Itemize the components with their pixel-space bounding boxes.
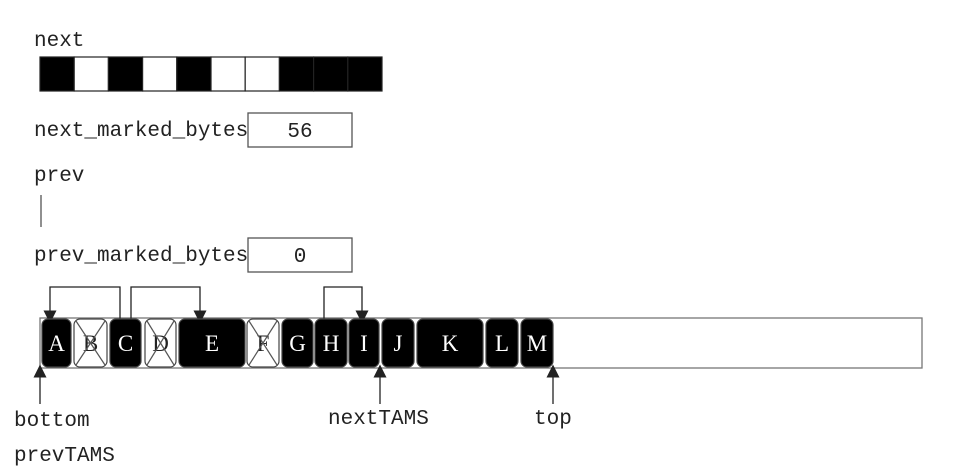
- object-box-m: [520, 318, 554, 368]
- object-box-k: [416, 318, 484, 368]
- bitmap-cell-4: [176, 56, 212, 92]
- prev-marked-bytes-label: prev_marked_bytes: [34, 245, 248, 268]
- object-label-m: M: [527, 331, 547, 356]
- bitmap-cell-8: [313, 56, 349, 92]
- reference-h-to-i: [323, 286, 369, 324]
- nexttams-label: nextTAMS: [328, 408, 429, 431]
- object-c: C: [109, 318, 142, 368]
- prev-marked-bytes-box: [247, 237, 353, 273]
- next-label: next: [34, 30, 84, 53]
- object-label-l: L: [495, 331, 509, 356]
- bitmap-cell-6: [244, 56, 280, 92]
- object-box-g: [281, 318, 314, 368]
- prev-marked-bytes-value: 0: [294, 246, 307, 269]
- object-h: H: [314, 318, 348, 368]
- bitmap-cell-5: [210, 56, 246, 92]
- reference-arrows: [43, 286, 369, 324]
- object-m: M: [520, 318, 554, 368]
- object-box-e: [178, 318, 246, 368]
- object-label-k: K: [442, 331, 459, 356]
- bitmap-cell-7: [278, 56, 315, 92]
- next-marked-bytes-value: 56: [287, 121, 312, 144]
- object-box-j: [381, 318, 415, 368]
- object-l: L: [485, 318, 519, 368]
- heap-objects: ABCD E FGHI J K LM: [41, 318, 554, 368]
- object-b: B: [73, 318, 108, 368]
- object-box-i: [348, 318, 380, 368]
- object-box-a: [41, 318, 72, 368]
- object-box-c: [109, 318, 142, 368]
- bitmap-cell-0: [39, 56, 75, 92]
- object-label-a: A: [48, 331, 65, 356]
- object-label-c: C: [118, 331, 133, 356]
- prev-label: prev: [34, 165, 84, 188]
- cross-out-line: [248, 320, 278, 366]
- cross-out-line: [75, 320, 106, 366]
- object-f: F: [246, 318, 280, 368]
- object-label-e: E: [205, 331, 219, 356]
- reference-c-to-a: [43, 286, 121, 324]
- object-label-g: G: [289, 331, 306, 356]
- object-label-i: I: [360, 331, 368, 356]
- object-d: D: [144, 318, 177, 368]
- object-label-j: J: [394, 331, 403, 356]
- object-i: I: [348, 318, 380, 368]
- next-marked-bytes-box: [247, 112, 353, 148]
- bitmap-cell-2: [107, 56, 144, 92]
- object-a: A: [41, 318, 72, 368]
- object-label-h: H: [323, 331, 340, 356]
- prevtams-label: prevTAMS: [14, 445, 115, 467]
- top-label: top: [534, 408, 572, 431]
- next-marked-bytes-label: next_marked_bytes: [34, 120, 248, 143]
- bitmap-cell-1: [73, 56, 109, 92]
- bitmap-cell-3: [142, 56, 178, 92]
- object-box-h: [314, 318, 348, 368]
- object-e: E: [178, 318, 246, 368]
- cross-out-line: [146, 320, 175, 366]
- object-box-l: [485, 318, 519, 368]
- next-bitmap: [39, 56, 383, 92]
- object-k: K: [416, 318, 484, 368]
- object-g: G: [281, 318, 314, 368]
- bitmap-cell-9: [347, 56, 383, 92]
- reference-c-to-e: [130, 286, 207, 324]
- bottom-label: bottom: [14, 410, 90, 433]
- object-j: J: [381, 318, 415, 368]
